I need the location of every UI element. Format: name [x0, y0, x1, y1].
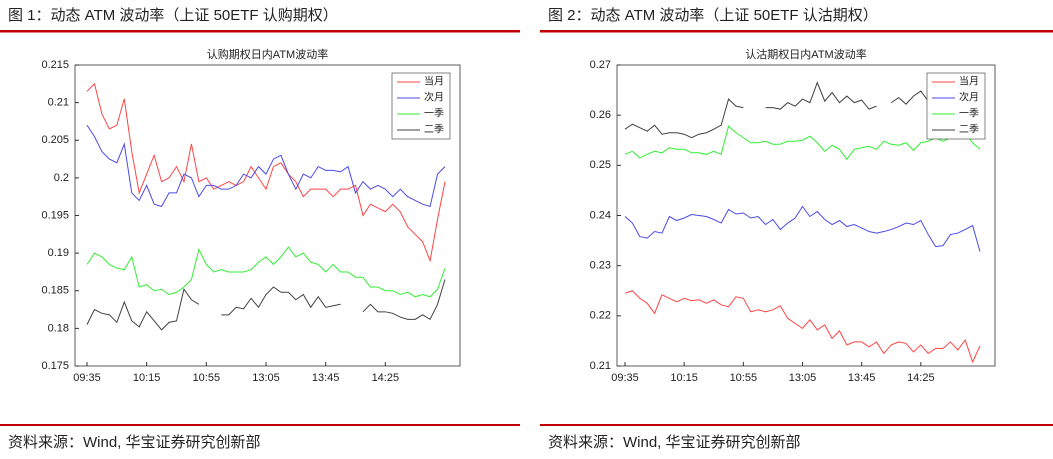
y-tick-label: 0.26 — [590, 109, 611, 121]
legend-label: 次月 — [959, 91, 979, 104]
caption-rule — [540, 30, 1053, 33]
y-tick-label: 0.23 — [590, 260, 611, 272]
axes-frame — [74, 64, 461, 367]
legend-label: 次月 — [424, 91, 444, 104]
x-tick-label: 13:45 — [312, 372, 340, 384]
x-tick-label: 09:35 — [611, 372, 639, 384]
caption-rule — [0, 30, 520, 33]
y-tick-label: 0.27 — [590, 59, 611, 71]
series-line — [624, 125, 981, 161]
legend-label: 二季 — [959, 124, 979, 136]
figure-caption: 图 2：动态 ATM 波动率（上证 50ETF 认沽期权） — [548, 7, 878, 24]
y-tick-label: 0.18 — [48, 322, 69, 334]
axes-frame — [616, 64, 996, 367]
series-line — [624, 205, 981, 252]
x-tick-label: 10:15 — [133, 372, 161, 384]
y-tick-label: 0.195 — [41, 209, 69, 221]
y-tick-label: 0.175 — [41, 360, 69, 372]
y-tick-label: 0.22 — [590, 310, 611, 322]
source-rule — [0, 424, 520, 426]
y-tick-label: 0.185 — [41, 285, 69, 297]
legend-label: 当月 — [424, 75, 444, 88]
x-tick-label: 14:25 — [907, 372, 935, 384]
series-line — [86, 124, 446, 208]
legend-box — [391, 72, 451, 140]
x-tick-label: 10:15 — [670, 372, 698, 384]
legend-label: 一季 — [959, 108, 979, 120]
y-tick-label: 0.21 — [48, 97, 69, 109]
y-tick-label: 0.24 — [590, 209, 611, 221]
y-tick-label: 0.205 — [41, 134, 69, 146]
x-tick-label: 09:35 — [73, 372, 101, 384]
figure-caption: 图 1：动态 ATM 波动率（上证 50ETF 认购期权） — [8, 7, 338, 24]
legend-label: 当月 — [959, 75, 979, 88]
y-tick-label: 0.25 — [590, 159, 611, 171]
chart-title: 认沽期权日内ATM波动率 — [745, 47, 866, 61]
series-line — [86, 82, 446, 263]
chart-title: 认购期权日内ATM波动率 — [207, 47, 328, 61]
legend-label: 二季 — [424, 124, 444, 136]
x-tick-label: 13:45 — [848, 372, 876, 384]
source-note: 资料来源：Wind, 华宝证券研究创新部 — [8, 434, 261, 451]
y-tick-label: 0.215 — [41, 59, 69, 71]
y-tick-label: 0.19 — [48, 247, 69, 259]
y-tick-label: 0.21 — [590, 360, 611, 372]
x-tick-label: 13:05 — [252, 372, 280, 384]
series-line — [86, 279, 446, 331]
series-line — [624, 290, 981, 364]
source-rule — [540, 424, 1053, 426]
x-tick-label: 14:25 — [372, 372, 400, 384]
x-tick-label: 13:05 — [789, 372, 817, 384]
legend-box — [926, 72, 986, 140]
y-tick-label: 0.2 — [54, 172, 69, 184]
x-tick-label: 10:55 — [193, 372, 221, 384]
x-tick-label: 10:55 — [730, 372, 758, 384]
source-note: 资料来源：Wind, 华宝证券研究创新部 — [548, 434, 801, 451]
legend-label: 一季 — [424, 108, 444, 120]
series-line — [86, 246, 446, 298]
